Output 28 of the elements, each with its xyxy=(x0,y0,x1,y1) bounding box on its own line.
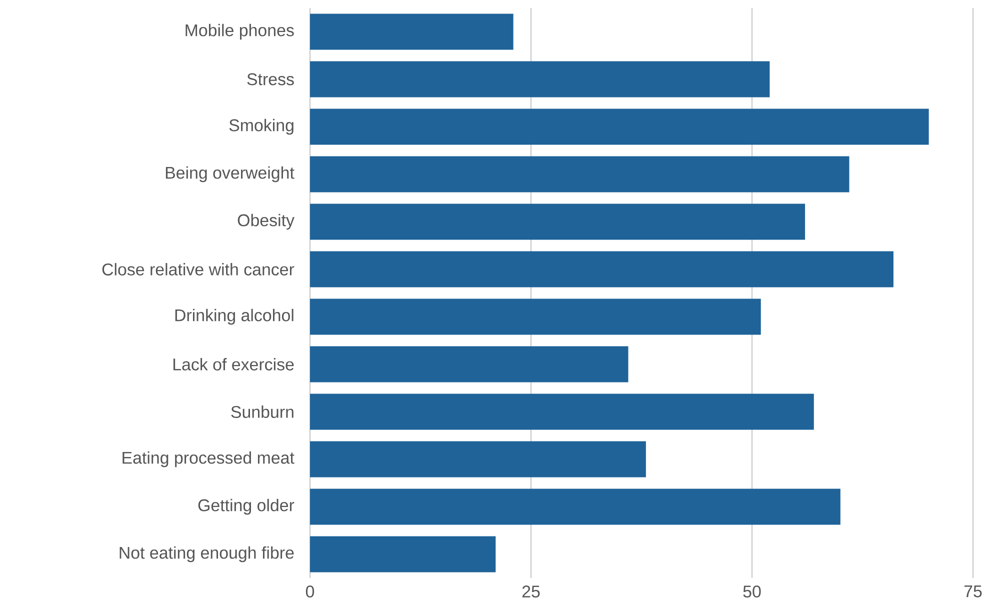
y-tick-label: Mobile phones xyxy=(186,24,294,40)
bar xyxy=(310,536,496,572)
y-tick-label: Close relative with cancer xyxy=(102,263,294,276)
y-tick-label: Stress xyxy=(247,73,294,86)
bar xyxy=(310,156,850,192)
bar xyxy=(310,298,761,335)
bar xyxy=(310,251,894,288)
bar xyxy=(310,346,628,382)
x-tick-label: 0 xyxy=(306,586,314,598)
x-tick-label: 25 xyxy=(522,586,540,598)
y-tick-label: Not eating enough fibre xyxy=(120,546,294,562)
y-tick-label: Eating processed meat xyxy=(122,451,294,468)
bar xyxy=(310,441,646,478)
bar xyxy=(310,204,806,240)
y-tick-label: Drinking alcohol xyxy=(175,308,294,325)
x-tick-label: 50 xyxy=(743,586,761,598)
bar xyxy=(310,61,770,98)
y-tick-label: Being overweight xyxy=(166,166,294,182)
y-tick-label: Smoking xyxy=(229,118,294,135)
bar xyxy=(310,394,814,430)
bar xyxy=(310,14,514,50)
y-tick-label: Sunburn xyxy=(231,406,294,418)
x-tick-label: 75 xyxy=(964,586,982,598)
y-tick-label: Getting older xyxy=(198,498,294,515)
y-tick-label: Obesity xyxy=(238,214,294,230)
bar xyxy=(310,488,840,525)
bar xyxy=(310,108,929,145)
y-tick-label: Lack of exercise xyxy=(173,358,294,370)
